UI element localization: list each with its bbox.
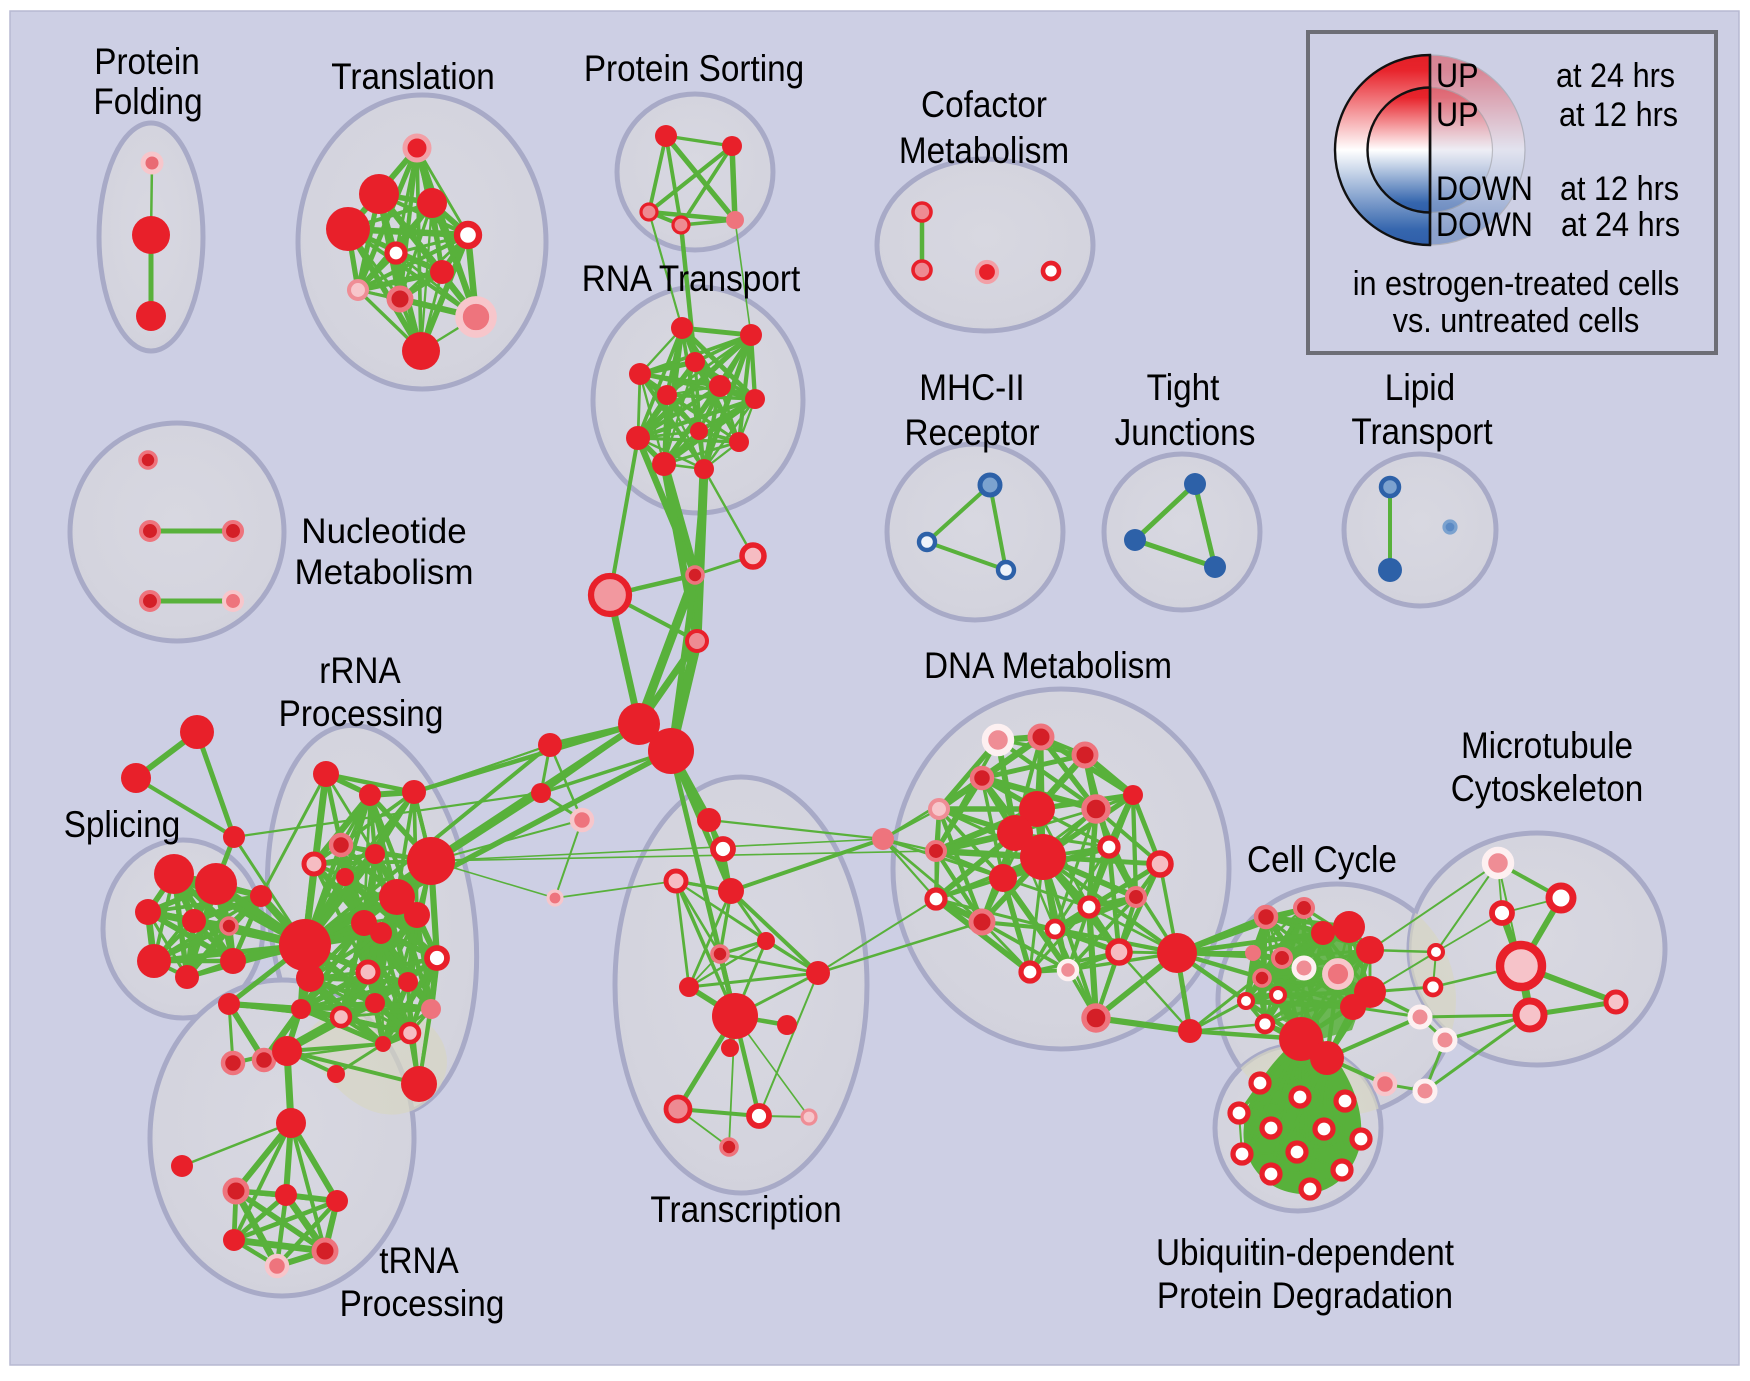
svg-text:Processing: Processing — [279, 693, 444, 734]
svg-text:DOWN: DOWN — [1436, 170, 1533, 208]
svg-text:at 12 hrs: at 12 hrs — [1559, 96, 1678, 134]
svg-text:Protein: Protein — [94, 41, 200, 82]
svg-text:Transport: Transport — [1351, 411, 1493, 452]
svg-text:at 12 hrs: at 12 hrs — [1560, 170, 1679, 208]
svg-text:Protein Degradation: Protein Degradation — [1157, 1275, 1453, 1316]
svg-text:vs. untreated cells: vs. untreated cells — [1393, 302, 1640, 340]
svg-text:Receptor: Receptor — [904, 412, 1039, 453]
svg-text:UP: UP — [1436, 96, 1479, 134]
svg-text:Protein Sorting: Protein Sorting — [584, 48, 804, 89]
svg-text:Cytoskeleton: Cytoskeleton — [1451, 768, 1644, 809]
svg-text:UP: UP — [1436, 57, 1479, 95]
svg-text:Splicing: Splicing — [64, 804, 181, 845]
svg-text:at 24 hrs: at 24 hrs — [1561, 206, 1680, 244]
svg-text:tRNA: tRNA — [379, 1240, 459, 1281]
svg-text:Cell Cycle: Cell Cycle — [1247, 839, 1397, 880]
svg-text:Lipid: Lipid — [1385, 367, 1455, 408]
svg-text:at 24 hrs: at 24 hrs — [1556, 57, 1675, 95]
svg-text:Microtubule: Microtubule — [1461, 725, 1633, 766]
svg-text:RNA Transport: RNA Transport — [582, 258, 801, 299]
svg-text:Tight: Tight — [1147, 367, 1220, 408]
svg-text:Translation: Translation — [331, 56, 495, 97]
svg-text:Nucleotide: Nucleotide — [301, 512, 466, 551]
svg-text:Transcription: Transcription — [650, 1189, 841, 1230]
svg-text:Folding: Folding — [93, 81, 202, 122]
svg-text:Ubiquitin-dependent: Ubiquitin-dependent — [1156, 1232, 1455, 1273]
svg-text:Junctions: Junctions — [1115, 412, 1256, 453]
svg-text:Processing: Processing — [340, 1283, 505, 1324]
svg-text:in estrogen-treated cells: in estrogen-treated cells — [1353, 265, 1680, 303]
svg-text:Metabolism: Metabolism — [295, 553, 474, 592]
svg-text:rRNA: rRNA — [319, 650, 401, 691]
svg-text:Metabolism: Metabolism — [899, 130, 1069, 171]
svg-text:DOWN: DOWN — [1436, 206, 1533, 244]
svg-text:Cofactor: Cofactor — [921, 84, 1047, 125]
svg-text:DNA Metabolism: DNA Metabolism — [924, 645, 1172, 686]
svg-text:MHC-II: MHC-II — [919, 367, 1024, 408]
